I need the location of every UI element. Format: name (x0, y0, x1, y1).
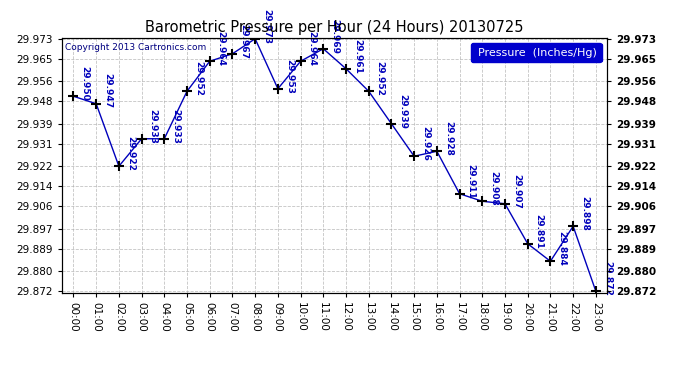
Text: Copyright 2013 Cartronics.com: Copyright 2013 Cartronics.com (65, 43, 206, 52)
Text: 29.947: 29.947 (103, 74, 112, 108)
Text: 29.911: 29.911 (466, 164, 475, 198)
Legend: Pressure  (Inches/Hg): Pressure (Inches/Hg) (471, 43, 602, 62)
Text: 29.952: 29.952 (194, 61, 203, 96)
Text: 29.964: 29.964 (308, 31, 317, 66)
Text: 29.928: 29.928 (444, 121, 453, 156)
Title: Barometric Pressure per Hour (24 Hours) 20130725: Barometric Pressure per Hour (24 Hours) … (146, 20, 524, 35)
Text: 29.908: 29.908 (489, 171, 498, 206)
Text: 29.964: 29.964 (217, 31, 226, 66)
Text: 29.969: 29.969 (331, 18, 339, 54)
Text: 29.950: 29.950 (81, 66, 90, 101)
Text: 29.884: 29.884 (558, 231, 566, 266)
Text: 29.926: 29.926 (421, 126, 430, 161)
Text: 29.891: 29.891 (535, 214, 544, 249)
Text: 29.933: 29.933 (148, 109, 157, 144)
Text: 29.898: 29.898 (580, 196, 589, 231)
Text: 29.952: 29.952 (375, 61, 384, 96)
Text: 29.973: 29.973 (262, 9, 271, 44)
Text: 29.967: 29.967 (239, 24, 248, 58)
Text: 29.922: 29.922 (126, 136, 135, 171)
Text: 29.933: 29.933 (171, 109, 180, 144)
Text: 29.872: 29.872 (603, 261, 612, 296)
Text: 29.953: 29.953 (285, 58, 294, 93)
Text: 29.939: 29.939 (398, 93, 407, 129)
Text: 29.961: 29.961 (353, 39, 362, 74)
Text: 29.907: 29.907 (512, 174, 521, 208)
